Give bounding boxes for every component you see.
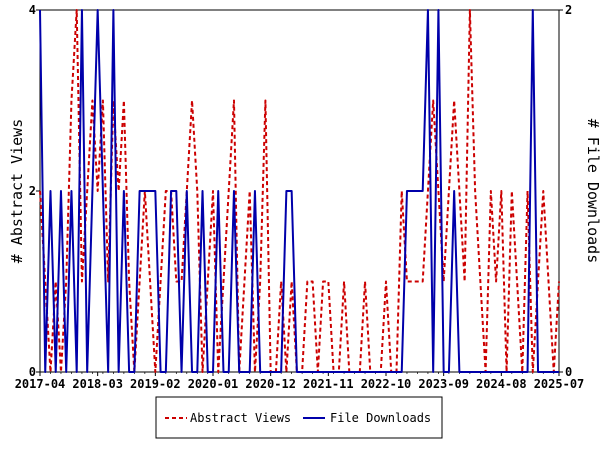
y-axis-left-title: # Abstract Views bbox=[8, 119, 26, 264]
y-axis-right-title: # File Downloads bbox=[584, 119, 600, 264]
y-right-tick-label: 0 bbox=[565, 365, 572, 379]
y-left-tick-label: 4 bbox=[29, 3, 36, 17]
series-line-file-downloads bbox=[39, 9, 559, 373]
y-left-tick-label: 0 bbox=[29, 365, 36, 379]
series-lines bbox=[39, 9, 560, 373]
legend: Abstract Views File Downloads bbox=[155, 396, 443, 439]
x-tick-label: 2025-07 bbox=[534, 377, 585, 391]
legend-label-file-downloads: File Downloads bbox=[330, 411, 431, 425]
x-tick-label: 2020-01 bbox=[188, 377, 239, 391]
y-left-tick-label: 2 bbox=[29, 184, 36, 198]
x-tick-label: 2018-03 bbox=[72, 377, 123, 391]
x-tick-label: 2017-04 bbox=[15, 377, 66, 391]
x-tick-label: 2023-09 bbox=[418, 377, 469, 391]
y-right-tick-label: 2 bbox=[565, 3, 572, 17]
legend-label-abstract-views: Abstract Views bbox=[190, 411, 291, 425]
x-tick-label: 2024-08 bbox=[476, 377, 527, 391]
x-tick-label: 2021-11 bbox=[303, 377, 354, 391]
legend-box bbox=[155, 396, 443, 439]
x-tick-label: 2020-12 bbox=[245, 377, 296, 391]
x-tick-label: 2019-02 bbox=[130, 377, 181, 391]
x-tick-label: 2022-10 bbox=[361, 377, 412, 391]
